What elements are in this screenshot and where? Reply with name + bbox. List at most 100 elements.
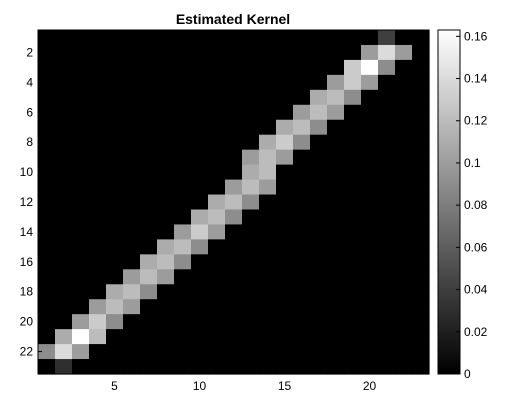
heatmap-cell — [106, 30, 124, 46]
heatmap-cell — [72, 194, 90, 211]
heatmap-cell — [378, 134, 396, 151]
heatmap-cell — [259, 149, 277, 166]
heatmap-cell — [310, 30, 328, 46]
heatmap-cell — [395, 314, 413, 330]
heatmap-cell — [276, 344, 294, 360]
heatmap-cell — [72, 254, 90, 270]
heatmap-cell — [55, 30, 73, 46]
heatmap-cell — [191, 224, 209, 240]
heatmap-cell — [38, 299, 56, 315]
heatmap-cell — [208, 164, 226, 181]
heatmap-cell — [361, 59, 379, 76]
heatmap-cell — [174, 344, 192, 360]
heatmap-cell — [276, 74, 294, 91]
heatmap-cell — [378, 314, 396, 330]
heatmap-cell — [395, 89, 413, 106]
heatmap-cell — [412, 224, 430, 240]
heatmap-cell — [327, 134, 345, 151]
heatmap-cell — [89, 359, 107, 375]
heatmap-cell — [310, 44, 328, 61]
heatmap-cell — [123, 134, 141, 151]
heatmap-cell — [361, 89, 379, 106]
colorbar-ticks: 0 0.02 0.04 0.06 0.08 0.1 0.12 0.14 0.16 — [456, 29, 488, 381]
heatmap-cell — [72, 30, 90, 46]
heatmap-cell — [378, 74, 396, 91]
heatmap-cell — [123, 30, 141, 46]
heatmap-cell — [395, 239, 413, 255]
heatmap-cell — [344, 329, 362, 345]
heatmap-cell — [106, 269, 124, 285]
heatmap-cell — [55, 359, 73, 375]
heatmap-cell — [412, 104, 430, 121]
heatmap-cell — [293, 344, 311, 360]
heatmap-cell — [259, 74, 277, 91]
heatmap-cell — [361, 194, 379, 211]
heatmap-cell — [361, 329, 379, 345]
heatmap-cell — [361, 44, 379, 61]
heatmap-cell — [344, 149, 362, 166]
y-tick-label: 12 — [20, 195, 34, 209]
heatmap-cell — [361, 239, 379, 255]
heatmap-cell — [38, 44, 56, 61]
heatmap-cell — [242, 299, 260, 315]
heatmap-cell — [38, 269, 56, 285]
heatmap-cell — [378, 329, 396, 345]
heatmap-cell — [327, 119, 345, 136]
heatmap-cell — [208, 44, 226, 61]
heatmap-cell — [395, 179, 413, 196]
heatmap-cell — [106, 59, 124, 76]
heatmap-cell — [55, 284, 73, 300]
heatmap-cell — [174, 239, 192, 255]
heatmap-cell — [123, 359, 141, 375]
heatmap-cell — [276, 284, 294, 300]
heatmap-cell — [293, 44, 311, 61]
heatmap-cell — [106, 344, 124, 360]
heatmap-cell — [38, 329, 56, 345]
heatmap-cell — [395, 209, 413, 226]
heatmap-cell — [55, 89, 73, 106]
heatmap-cell — [344, 134, 362, 151]
heatmap-cell — [395, 329, 413, 345]
heatmap-cell — [225, 314, 243, 330]
heatmap-cell — [412, 314, 430, 330]
heatmap-cell — [293, 269, 311, 285]
heatmap-cell — [106, 149, 124, 166]
heatmap-cell — [225, 30, 243, 46]
heatmap-cell — [327, 314, 345, 330]
heatmap-cell — [344, 344, 362, 360]
y-tick-label: 10 — [20, 165, 34, 179]
heatmap-cell — [38, 254, 56, 270]
heatmap-cell — [140, 134, 158, 151]
heatmap-cell — [310, 359, 328, 375]
heatmap-cell — [191, 269, 209, 285]
heatmap-cell — [55, 44, 73, 61]
heatmap-cell — [327, 299, 345, 315]
heatmap-cell — [344, 59, 362, 76]
heatmap-cell — [157, 164, 175, 181]
heatmap-cell — [276, 119, 294, 136]
heatmap-cell — [225, 269, 243, 285]
heatmap-cell — [140, 344, 158, 360]
heatmap-cell — [174, 254, 192, 270]
heatmap-cell — [55, 314, 73, 330]
heatmap-cell — [123, 119, 141, 136]
heatmap-cell — [38, 30, 56, 46]
heatmap-cell — [157, 104, 175, 121]
heatmap-cell — [412, 284, 430, 300]
heatmap-cell — [89, 254, 107, 270]
heatmap-cell — [378, 209, 396, 226]
heatmap-cell — [310, 209, 328, 226]
heatmap-cell — [157, 134, 175, 151]
heatmap-cell — [72, 74, 90, 91]
heatmap-cell — [89, 314, 107, 330]
heatmap-cell — [361, 299, 379, 315]
heatmap-cell — [174, 44, 192, 61]
heatmap-cell — [310, 134, 328, 151]
heatmap-cell — [242, 329, 260, 345]
heatmap-cell — [72, 149, 90, 166]
heatmap-cell — [344, 299, 362, 315]
heatmap-cell — [361, 224, 379, 240]
heatmap-cell — [174, 119, 192, 136]
heatmap-cell — [89, 149, 107, 166]
heatmap-cell — [174, 179, 192, 196]
